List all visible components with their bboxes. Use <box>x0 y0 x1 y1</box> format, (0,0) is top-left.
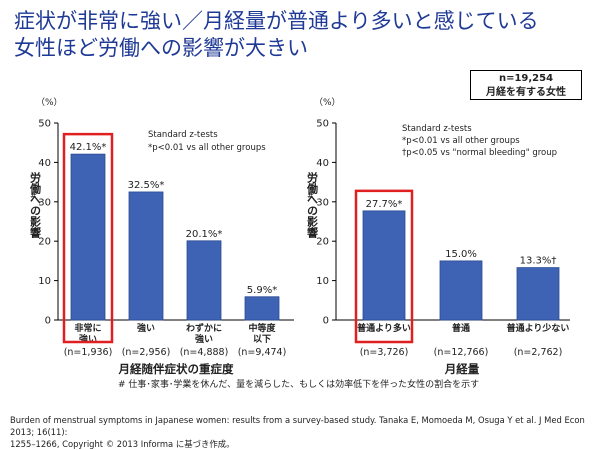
chart1-category-label: 以下 <box>253 334 271 345</box>
chart2-value-label: 27.7%* <box>366 199 403 210</box>
chart2-n-label: (n=12,766) <box>434 347 489 358</box>
chart2-annotation: *p<0.01 vs all other groups <box>402 136 520 146</box>
sample-size-count: n=19,254 <box>498 73 554 84</box>
chart2-ylabel-mark: # <box>307 191 314 200</box>
chart1-bar <box>70 153 106 321</box>
chart1-category-label: 強い <box>137 322 155 334</box>
chart1-y-tick-label: 40 <box>38 158 51 169</box>
chart1-bar <box>186 240 222 321</box>
chart1-ylabel: 労働への影響 <box>29 171 43 239</box>
chart2-ylabel: 労働への影響 <box>306 171 320 239</box>
chart2-y-tick-label: 30 <box>316 197 329 208</box>
chart1-y-tick-label: 10 <box>38 276 51 287</box>
page-title: 症状が非常に強い／月経量が普通より多いと感じている 女性ほど労働への影響が大きい <box>14 8 586 62</box>
footnote: # 仕事･家事･学業を休んだ、量を減らした、もしくは効率低下を伴った女性の割合を… <box>118 380 480 390</box>
chart1-category-label: 非常に <box>74 322 101 334</box>
sample-size-label: 月経を有する女性 <box>486 87 566 98</box>
chart1-category-label: 強い <box>195 333 213 345</box>
chart2-category-label: 普通より少ない <box>507 322 570 334</box>
chart1-y-tick-label: 50 <box>38 119 51 130</box>
chart1-category-label: 中等度 <box>248 322 276 334</box>
chart2-bar <box>516 267 560 321</box>
chart1-n-label: (n=9,474) <box>238 347 287 358</box>
chart2-value-label: 13.3%† <box>520 256 557 267</box>
chart1-y-tick-label: 20 <box>38 237 51 248</box>
sample-size-box: n=19,254 月経を有する女性 <box>470 70 582 100</box>
chart1-unit-label: （%） <box>36 97 63 108</box>
chart2-annotation: †p<0.05 vs "normal bleeding" group <box>402 148 557 158</box>
chart1-ylabel-mark: # <box>30 191 37 200</box>
chart1-annotation: *p<0.01 vs all other groups <box>148 143 266 153</box>
chart2-n-label: (n=3,726) <box>360 347 409 358</box>
chart1-y-tick-label: 0 <box>45 316 51 327</box>
chart2-y-tick-label: 50 <box>316 119 329 130</box>
chart2-highlight-box <box>354 189 414 344</box>
title-line-1: 症状が非常に強い／月経量が普通より多いと感じている <box>14 9 539 33</box>
chart1-highlight-box <box>62 132 114 344</box>
citation: Burden of menstrual symptoms in Japanese… <box>10 414 590 450</box>
chart1-value-label: 5.9%* <box>247 285 277 296</box>
chart2-y-tick-label: 10 <box>316 276 329 287</box>
chart1-value-label: 32.5%* <box>128 180 165 191</box>
chart2-bar <box>362 210 406 321</box>
chart2-y-tick-label: 0 <box>323 316 329 327</box>
chart2-xlabel: 月経量 <box>444 362 480 376</box>
chart1-category-label: わずかに <box>186 322 222 334</box>
chart2-annotation: Standard z-tests <box>402 124 472 134</box>
chart2-bar <box>439 260 483 321</box>
chart2-unit-label: （%） <box>314 97 341 108</box>
chart1-bar <box>128 191 164 321</box>
chart2-category-label: 普通より多い <box>357 322 411 334</box>
chart1-xlabel: 月経随伴症状の重症度 <box>118 362 234 376</box>
chart2-n-label: (n=2,762) <box>514 347 563 358</box>
chart1-n-label: (n=1,936) <box>64 347 113 358</box>
chart1-annotation: Standard z-tests <box>148 130 218 140</box>
chart1-n-label: (n=2,956) <box>122 347 171 358</box>
chart1-bar <box>244 296 280 321</box>
chart1-value-label: 20.1%* <box>186 229 223 240</box>
chart2-value-label: 15.0% <box>445 249 477 260</box>
chart1-n-label: (n=4,888) <box>180 347 229 358</box>
chart1-y-tick-label: 30 <box>38 197 51 208</box>
chart2-y-tick-label: 20 <box>316 237 329 248</box>
citation-text: Burden of menstrual symptoms in Japanese… <box>10 415 585 449</box>
chart2-y-tick-label: 40 <box>316 158 329 169</box>
title-line-2: 女性ほど労働への影響が大きい <box>14 36 308 60</box>
chart2-category-label: 普通 <box>452 322 470 334</box>
chart1-value-label: 42.1%* <box>70 142 107 153</box>
